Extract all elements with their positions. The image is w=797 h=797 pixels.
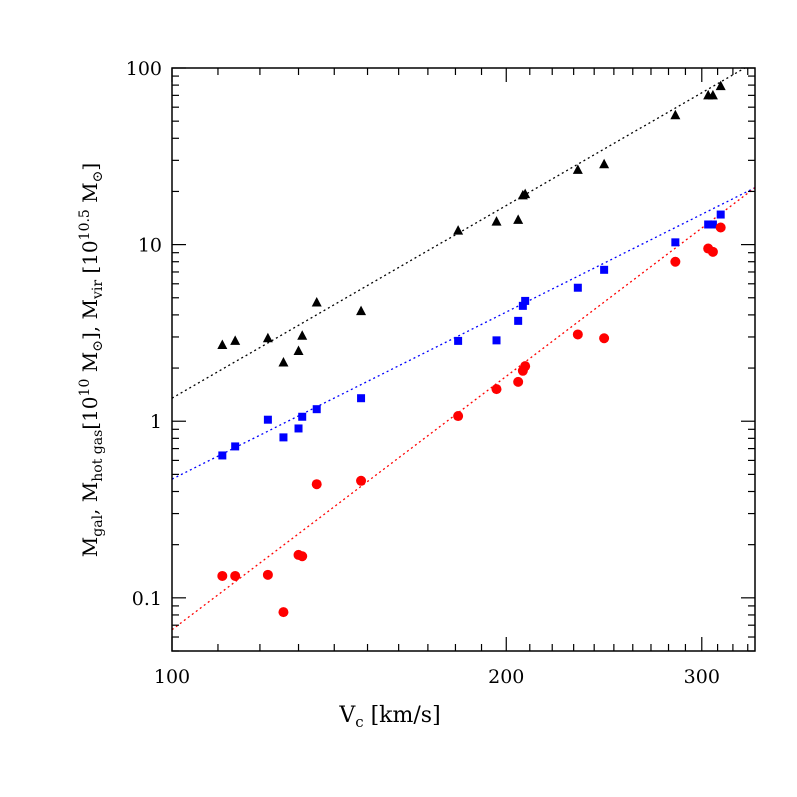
y-label-p4: M [78, 352, 102, 379]
y-label-p1: M [78, 537, 102, 557]
square-point [704, 220, 713, 229]
circle-point [217, 570, 228, 581]
square-point [218, 451, 227, 460]
x-tick-label: 100 [154, 666, 190, 688]
triangle-point [293, 345, 304, 355]
square-point [521, 296, 530, 305]
y-label-p8: ] [78, 163, 102, 171]
x-axis-label-sub: c [355, 713, 363, 731]
y-label-p1sub: gal [90, 514, 106, 536]
triangle-point [599, 158, 610, 169]
triangle-point [262, 332, 273, 343]
fit-lines [172, 68, 755, 631]
circle-point [572, 329, 583, 340]
y-label-p2: , M [78, 482, 102, 515]
x-axis-label: Vc [km/s] [338, 703, 440, 731]
circle-point [491, 384, 502, 395]
triangle-point [311, 297, 322, 307]
square-point [279, 433, 288, 442]
y-tick-label: 1 [150, 411, 162, 433]
x-tick-label: 300 [684, 666, 720, 688]
triangle-point [356, 305, 367, 316]
tick-labels: 100 200 300 0.1 1 10 100 [126, 58, 720, 688]
fit-line-triangle [172, 68, 747, 399]
y-label-p5sub: vir [90, 280, 106, 300]
square-point [600, 265, 609, 274]
triangle-point [230, 335, 241, 345]
circle-point [513, 376, 524, 387]
triangle-point [491, 216, 502, 226]
y-label-p2sub: hot gas [90, 430, 106, 482]
circle-point [262, 569, 273, 580]
axis-ticks [171, 67, 755, 652]
data-points [217, 80, 726, 618]
y-label-p6: [10 [78, 240, 102, 280]
fit-line-circle [172, 187, 755, 631]
y-label-p3sup: 10 [77, 379, 93, 397]
x-axis-label-main: V [338, 703, 356, 728]
circle-point [356, 475, 367, 486]
y-tick-label: 10 [138, 235, 162, 257]
triangle-point [572, 164, 583, 174]
y-label-p4sub: ⊙ [90, 340, 106, 352]
circle-point [707, 246, 718, 257]
y-tick-label: 0.1 [132, 588, 162, 610]
y-tick-label: 100 [126, 58, 162, 80]
circle-point [453, 411, 464, 422]
square-point [312, 405, 321, 414]
square-point [298, 412, 307, 421]
triangle-point [217, 339, 228, 350]
square-point [357, 394, 366, 403]
circle-point [297, 551, 308, 562]
circle-point [230, 570, 241, 581]
circle-point [599, 333, 610, 344]
y-label-p7sub: ⊙ [90, 171, 106, 183]
square-point [263, 415, 272, 424]
square-point [716, 210, 725, 219]
square-point [514, 316, 523, 325]
circle-point [715, 222, 726, 233]
triangle-point [278, 357, 289, 367]
y-label-p6sup: 10.5 [77, 209, 93, 240]
x-tick-label: 200 [488, 666, 524, 688]
circle-point [278, 607, 289, 618]
square-point [294, 424, 303, 433]
triangle-point [707, 89, 718, 100]
y-label-p7: M [78, 182, 102, 209]
triangle-point [715, 80, 726, 91]
y-label-p5: ], M [78, 299, 102, 340]
triangle-point [670, 109, 681, 120]
square-point [492, 336, 501, 345]
triangle-point [453, 225, 464, 235]
triangle-point [297, 330, 308, 340]
y-label-p3: [10 [78, 396, 102, 429]
circle-point [520, 361, 531, 372]
y-axis-label: Mgal, Mhot gas[1010 M⊙], Mvir [1010.5 M⊙… [77, 163, 106, 557]
square-point [708, 220, 717, 229]
triangle-point [513, 214, 524, 224]
x-axis-label-rest: [km/s] [364, 703, 441, 728]
square-point [518, 301, 527, 310]
circle-point [311, 479, 322, 490]
plot-frame [171, 67, 756, 652]
square-point [573, 283, 582, 292]
triangle-point [520, 188, 531, 199]
square-point [231, 442, 240, 451]
circle-point [670, 256, 681, 267]
square-point [671, 238, 680, 247]
square-point [454, 336, 463, 345]
fit-line-square [172, 187, 755, 480]
